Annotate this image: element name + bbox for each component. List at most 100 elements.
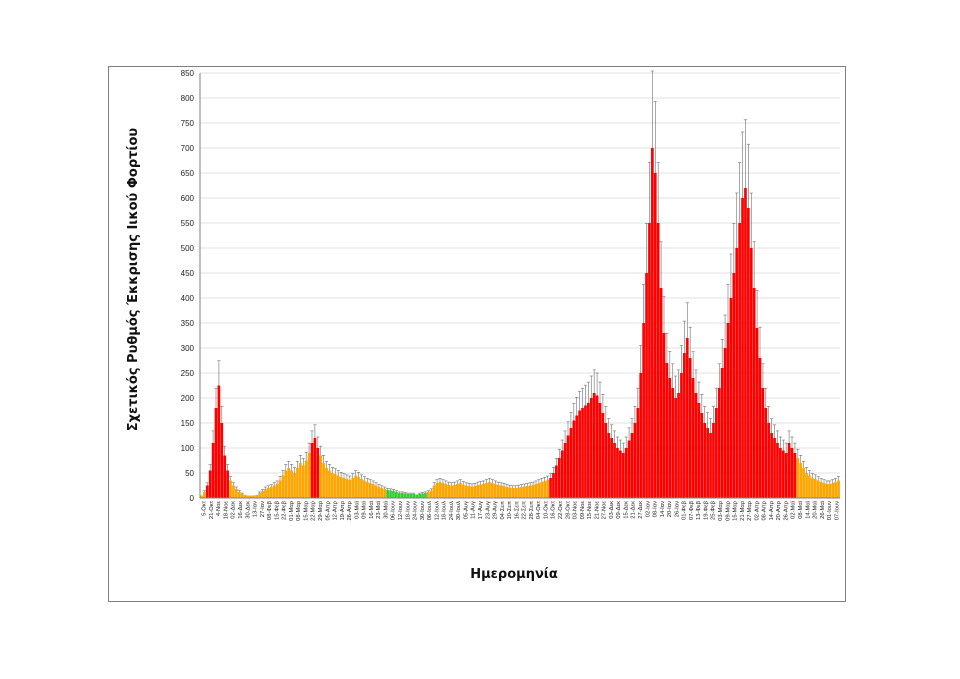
x-tick-label: 09-Δεκ	[616, 501, 622, 519]
bar	[732, 273, 736, 498]
bar	[220, 423, 224, 498]
x-tick-label: 04-Οκτ	[536, 500, 542, 519]
bar	[700, 413, 704, 498]
bar	[496, 485, 500, 498]
x-tick-label: 06-Ιουλ	[427, 501, 433, 520]
bar	[688, 358, 692, 498]
bar	[432, 485, 436, 498]
bar	[531, 485, 535, 498]
bar	[752, 288, 756, 498]
bar	[395, 492, 398, 498]
x-tick-label: 30-Ιουν	[420, 501, 426, 520]
bar	[589, 398, 593, 498]
x-tick-label: 12-Ιουν	[398, 501, 404, 520]
bar	[540, 482, 544, 498]
bar	[627, 440, 631, 498]
bar	[587, 403, 590, 498]
bar	[421, 493, 424, 498]
bar	[592, 393, 596, 498]
bar	[773, 438, 776, 498]
bar	[741, 198, 744, 498]
bar	[339, 477, 343, 498]
x-tick-label: 08-Φεβ	[267, 500, 273, 520]
x-tick-label: 26-Απρ	[783, 500, 789, 520]
bar	[293, 473, 296, 498]
bar	[284, 470, 288, 498]
bar	[409, 494, 413, 498]
bar	[816, 480, 820, 498]
bar	[269, 487, 273, 498]
bar	[656, 223, 660, 498]
x-tick-label: 01-Φεβ	[682, 500, 688, 520]
bar	[595, 395, 599, 498]
bar	[630, 433, 634, 498]
bar	[755, 328, 759, 498]
x-tick-label: 06-Ιουν	[391, 501, 397, 520]
x-tick-label: 5-Οκτ	[202, 500, 208, 516]
bar	[200, 495, 203, 498]
bar	[252, 495, 256, 498]
bar	[400, 493, 404, 498]
bar	[598, 403, 602, 498]
bar	[243, 495, 247, 498]
x-tick-label: 21-Δεκ	[631, 501, 637, 519]
bar	[214, 408, 218, 498]
bar	[662, 333, 666, 498]
bar	[575, 415, 579, 498]
bar	[685, 338, 689, 498]
y-tick-label: 350	[181, 319, 195, 328]
bar	[569, 428, 573, 498]
bar	[799, 463, 803, 498]
bar	[706, 428, 709, 498]
x-tick-label: 05-Αυγ	[463, 501, 469, 519]
bar	[470, 486, 474, 498]
bar	[607, 433, 611, 498]
bar	[677, 393, 680, 498]
bar	[264, 489, 267, 498]
bar	[319, 455, 323, 498]
bar	[659, 288, 663, 498]
bar	[770, 433, 773, 498]
bar	[613, 443, 616, 498]
bar	[738, 223, 741, 498]
bar	[208, 470, 212, 498]
x-tick-label: 25-Φεβ	[711, 500, 717, 520]
bar	[735, 248, 739, 498]
bar	[342, 478, 346, 498]
bar	[514, 488, 517, 498]
bar	[546, 480, 549, 498]
chart-frame	[108, 66, 846, 602]
bar	[517, 487, 520, 498]
x-tick-label: 20-Ιαν	[667, 501, 673, 517]
bar	[758, 358, 762, 498]
bar	[616, 448, 619, 498]
bar	[476, 485, 480, 498]
bar	[831, 483, 835, 498]
bar	[802, 468, 805, 498]
bar	[287, 468, 291, 498]
bar	[479, 484, 483, 498]
x-tick-label: 03-Δεκ	[609, 501, 615, 519]
bar	[744, 188, 747, 498]
bar	[828, 484, 832, 498]
bar	[726, 323, 730, 498]
bar	[249, 495, 253, 498]
x-tick-label: 28-Σεπ	[529, 501, 535, 520]
x-tick-label: 19-Φεβ	[703, 500, 709, 520]
bar	[691, 378, 695, 498]
x-tick-label: 23-Αυγ	[485, 501, 491, 519]
bar	[729, 298, 733, 498]
bar	[485, 483, 488, 498]
bar	[281, 475, 285, 498]
y-tick-label: 250	[181, 369, 195, 378]
bar	[624, 448, 628, 498]
bar	[502, 486, 506, 498]
x-tick-label: 29-Μαρ	[318, 500, 324, 521]
bar	[301, 465, 305, 498]
x-tick-label: 24-Ιουν	[413, 501, 419, 520]
bar	[534, 484, 538, 498]
x-tick-label: 10-Οκτ	[543, 500, 549, 519]
bar	[412, 494, 416, 498]
bar	[345, 479, 349, 498]
bar	[703, 423, 707, 498]
